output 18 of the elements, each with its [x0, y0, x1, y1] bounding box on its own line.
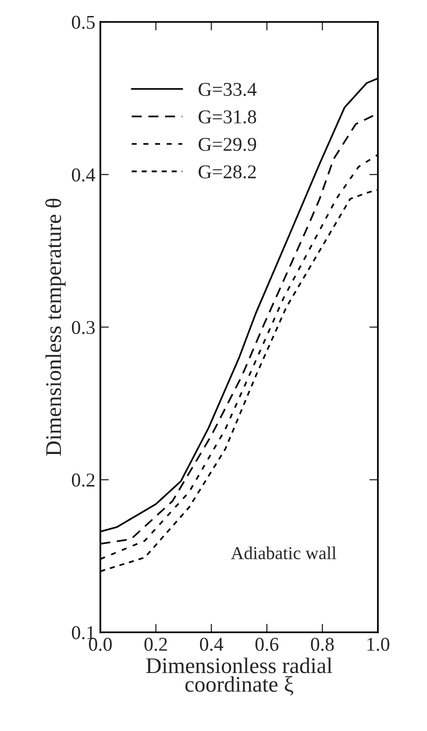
x-tick-label: 0.8 [310, 638, 334, 651]
legend-label: G=28.2 [198, 165, 256, 178]
x-tick-label: 1.0 [367, 638, 390, 651]
x-axis-title: Dimensionless radial coordinate ξ [146, 658, 332, 696]
y-tick-label: 0.5 [72, 16, 95, 29]
x-tick-label: 0.6 [255, 638, 278, 651]
legend-label: G=31.8 [198, 110, 256, 124]
x-tick-label: 0.2 [144, 638, 167, 651]
y-tick-label: 0.3 [72, 320, 95, 334]
legend-label: G=33.4 [198, 82, 257, 96]
legend-label: G=29.9 [198, 138, 256, 151]
x-tick-label: 0.4 [200, 638, 224, 651]
y-tick-label: 0.1 [72, 626, 94, 640]
x-tick-label: 0.0 [88, 638, 112, 651]
y-axis-title: Dimensionless temperature θ [45, 198, 66, 456]
y-tick-label: 0.2 [72, 474, 94, 487]
y-tick-label: 0.4 [72, 168, 96, 182]
annotation: Adiabatic wall [230, 546, 336, 560]
